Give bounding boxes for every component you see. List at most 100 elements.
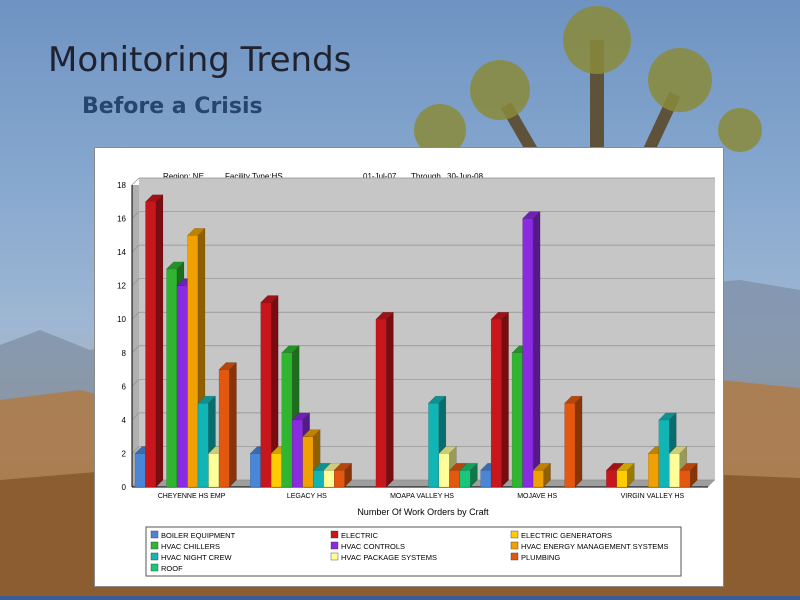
y-tick-label: 18 [117,181,126,190]
legend-label: HVAC CONTROLS [341,542,405,551]
legend-swatch [330,552,339,561]
bar [145,201,157,488]
bar-top [448,463,468,471]
y-tick-label: 4 [122,416,127,425]
bar-side [574,395,583,488]
bar [449,470,461,488]
bar-top [312,463,332,471]
bar [459,470,471,488]
chart-header-region: Region: NE [163,172,204,181]
bar-side [543,462,551,488]
gridline-side [131,446,140,454]
bar-side [229,362,237,488]
bar-top [668,446,688,454]
bar-top [679,463,698,471]
bar [302,436,314,488]
legend-swatch [510,530,519,539]
bar [176,285,188,488]
bar [606,470,617,488]
bar [333,470,345,488]
chart-panel: Region: NE Facility Type:HS 01-Jul-07 Th… [94,147,724,587]
x-tick-label: MOJAVE HS [517,493,557,500]
gridline-side [131,244,140,253]
legend-swatch [510,541,519,550]
gridline-side [131,345,140,354]
legend-label: HVAC PACKAGE SYSTEMS [341,553,437,562]
bar [490,319,502,488]
bar-top [187,228,206,236]
legend-label: HVAC NIGHT CREW [161,553,232,562]
bar-side [470,462,478,488]
bar [218,369,230,488]
bar [197,402,209,488]
bar [249,453,261,488]
gridline-side [131,379,140,387]
bar [270,453,282,488]
chart-header-from-date: 01-Jul-07 [363,172,397,181]
bar-side [690,462,698,488]
bar [312,470,324,488]
legend-label: HVAC CHILLERS [161,542,220,551]
bar-side [532,211,541,488]
bar [375,319,387,488]
bar-top [375,312,394,320]
y-tick-label: 0 [122,483,127,492]
plot-side-wall [132,185,139,487]
legend-label: PLUMBING [521,553,560,562]
bar-top [323,463,342,471]
y-tick-label: 14 [117,248,126,257]
gridline-side [131,278,140,286]
bar [438,453,450,488]
bar-top [260,295,279,303]
legend-swatch [330,530,339,539]
legend-label: BOILER EQUIPMENT [161,531,236,540]
bar [616,470,628,488]
legend-swatch [150,563,159,572]
bar [679,470,691,488]
bar-top [333,463,353,471]
bar [208,453,220,488]
bar-side [155,194,164,488]
legend-swatch [150,541,159,550]
chart-header-through: Through [411,172,441,181]
bar-side [627,462,635,488]
bar [669,453,680,488]
legend-swatch [330,541,339,550]
bar [532,470,544,488]
bar [281,352,293,488]
bar-side [386,311,394,488]
bar-side [344,462,352,488]
bar-top [490,312,510,320]
slide-bottom-strip [0,596,800,600]
bar [428,402,440,488]
bar-top [616,463,635,471]
bar-top [532,463,552,471]
x-tick-label: MOAPA VALLEY HS [390,493,454,500]
y-tick-label: 12 [117,282,126,291]
y-tick-label: 2 [122,449,127,458]
chart-header-to-date: 30-Jun-08 [447,172,484,181]
bar [166,268,178,488]
bar-top [564,395,583,404]
gridline-side [131,211,140,219]
chart-header-facility: Facility Type:HS [225,172,283,181]
x-tick-label: LEGACY HS [287,493,327,500]
legend-label: ELECTRIC [341,531,379,540]
y-tick-label: 16 [117,215,126,224]
bar [323,470,335,488]
bar-top [427,395,447,404]
y-tick-label: 8 [122,349,127,358]
legend-swatch [150,552,159,561]
legend-box [145,526,682,577]
bar-chart: Region: NE Facility Type:HS 01-Jul-07 Th… [117,172,715,577]
x-axis-title: Number Of Work Orders by Craft [357,507,489,517]
legend-label: HVAC ENERGY MANAGEMENT SYSTEMS [521,542,669,551]
bar [187,235,199,488]
bar-top [605,463,625,471]
bar-top [459,463,478,471]
gridline-side [131,311,140,320]
slide-title: Monitoring Trends [48,40,352,80]
x-tick-label: VIRGIN VALLEY HS [621,493,685,500]
bar-top [197,395,216,404]
bar-side [501,311,509,488]
